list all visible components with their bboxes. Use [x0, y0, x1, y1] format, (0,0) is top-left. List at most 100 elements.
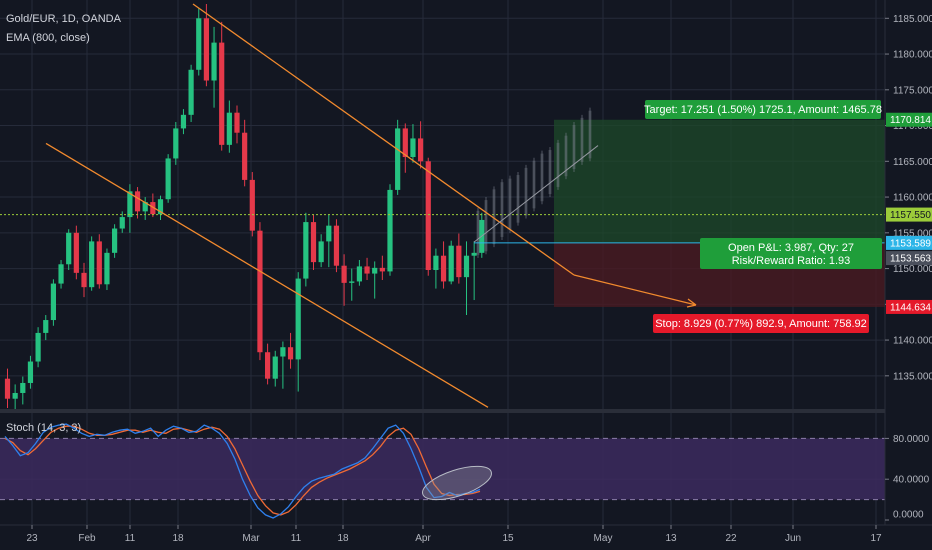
candle[interactable] — [333, 219, 340, 273]
ema-legend[interactable]: EMA (800, close) — [6, 32, 90, 44]
candle[interactable] — [112, 224, 118, 258]
projected-candle-body — [484, 200, 488, 252]
candle[interactable] — [127, 184, 133, 233]
candle[interactable] — [35, 327, 41, 368]
price-axis[interactable]: 1185.0001180.0001175.0001170.0001165.000… — [884, 0, 932, 550]
projected-candle-body — [588, 110, 592, 159]
candle[interactable] — [226, 100, 232, 153]
candle[interactable] — [66, 229, 72, 270]
candle-body — [295, 278, 301, 360]
candle[interactable] — [58, 259, 64, 289]
projected-candle-body — [572, 124, 576, 170]
candle[interactable] — [326, 214, 332, 268]
candle[interactable] — [257, 222, 263, 361]
candle[interactable] — [219, 21, 225, 151]
candle[interactable] — [134, 187, 141, 219]
candle[interactable] — [471, 241, 477, 301]
target-zone — [554, 119, 885, 243]
candle[interactable] — [349, 268, 355, 301]
candle[interactable] — [12, 384, 18, 411]
candle-body — [418, 138, 424, 162]
projected-candle — [516, 172, 520, 226]
candle[interactable] — [440, 241, 447, 289]
projection-path-line[interactable] — [473, 145, 599, 243]
candle[interactable] — [104, 248, 110, 291]
projected-candle-body — [508, 178, 512, 230]
projected-candle — [548, 147, 552, 198]
candle[interactable] — [180, 109, 187, 135]
candle[interactable] — [50, 279, 56, 326]
candle[interactable] — [341, 254, 347, 306]
candle[interactable] — [96, 234, 102, 289]
projection-arrow-line[interactable] — [573, 274, 697, 306]
candle-body — [265, 352, 271, 379]
candle[interactable] — [379, 255, 385, 281]
pnl-label-background — [700, 238, 882, 269]
candle[interactable] — [165, 154, 171, 203]
candle[interactable] — [387, 184, 393, 276]
candle[interactable] — [157, 195, 164, 220]
candle[interactable] — [287, 332, 294, 369]
candle[interactable] — [81, 262, 87, 298]
candle[interactable] — [463, 241, 470, 316]
price-tick-label: 1150.000 — [893, 264, 932, 275]
candle[interactable] — [402, 123, 408, 173]
candlestick-series[interactable] — [4, 4, 592, 411]
candle[interactable] — [234, 105, 240, 144]
candle-body — [257, 230, 263, 353]
projected-candle — [532, 157, 536, 212]
candle[interactable] — [119, 211, 125, 233]
candle[interactable] — [265, 343, 271, 385]
projected-candle-body — [556, 142, 560, 187]
candle-body — [150, 202, 156, 215]
candle[interactable] — [73, 225, 79, 280]
candle[interactable] — [242, 119, 248, 187]
time-tick-label: 13 — [665, 533, 677, 544]
candle[interactable] — [310, 214, 317, 270]
candle[interactable] — [89, 236, 95, 291]
price-tag-entry: 1153.589 — [886, 235, 932, 250]
candle-body — [425, 161, 431, 270]
candle-body — [280, 347, 286, 357]
candle[interactable] — [27, 355, 34, 389]
upper-trendline[interactable] — [192, 3, 575, 276]
candle[interactable] — [4, 368, 11, 408]
candle[interactable] — [173, 121, 179, 165]
candle[interactable] — [372, 261, 378, 299]
price-tag-target: 1170.814 — [886, 112, 932, 127]
candle[interactable] — [249, 172, 255, 237]
candle[interactable] — [43, 315, 49, 341]
candle[interactable] — [456, 233, 462, 284]
candle[interactable] — [364, 257, 370, 281]
chart-drawings[interactable] — [0, 3, 885, 408]
candle[interactable] — [448, 240, 454, 285]
lower-trendline[interactable] — [45, 142, 489, 408]
candle[interactable] — [295, 272, 301, 392]
candle[interactable] — [150, 193, 156, 218]
candle[interactable] — [356, 259, 362, 286]
projected-candle-body — [540, 153, 544, 202]
candle[interactable] — [433, 248, 439, 289]
candle[interactable] — [318, 234, 324, 268]
symbol-legend[interactable]: Gold/EUR, 1D, OANDA — [6, 13, 122, 25]
candle[interactable] — [303, 212, 309, 287]
price-tag-background — [886, 299, 932, 314]
time-tick-label: 11 — [125, 533, 136, 544]
candle[interactable] — [280, 341, 286, 389]
price-tag-last: 1153.563 — [886, 251, 932, 266]
candle[interactable] — [188, 64, 194, 122]
stoch-legend[interactable]: Stoch (14, 3, 3) — [6, 422, 81, 434]
candle[interactable] — [203, 4, 209, 87]
candle[interactable] — [142, 197, 148, 220]
candle[interactable] — [418, 121, 424, 169]
candle[interactable] — [196, 8, 202, 76]
candle[interactable] — [272, 350, 278, 387]
candle[interactable] — [395, 119, 401, 195]
candle[interactable] — [425, 157, 431, 276]
candle[interactable] — [211, 26, 217, 108]
time-axis[interactable]: 23 Feb 11 18 Mar 11 18 Apr 15 May 13 22 Jun 17 — [0, 524, 932, 544]
time-tick-label: 17 — [870, 533, 882, 544]
candle[interactable] — [20, 376, 26, 405]
candle[interactable] — [410, 124, 416, 163]
